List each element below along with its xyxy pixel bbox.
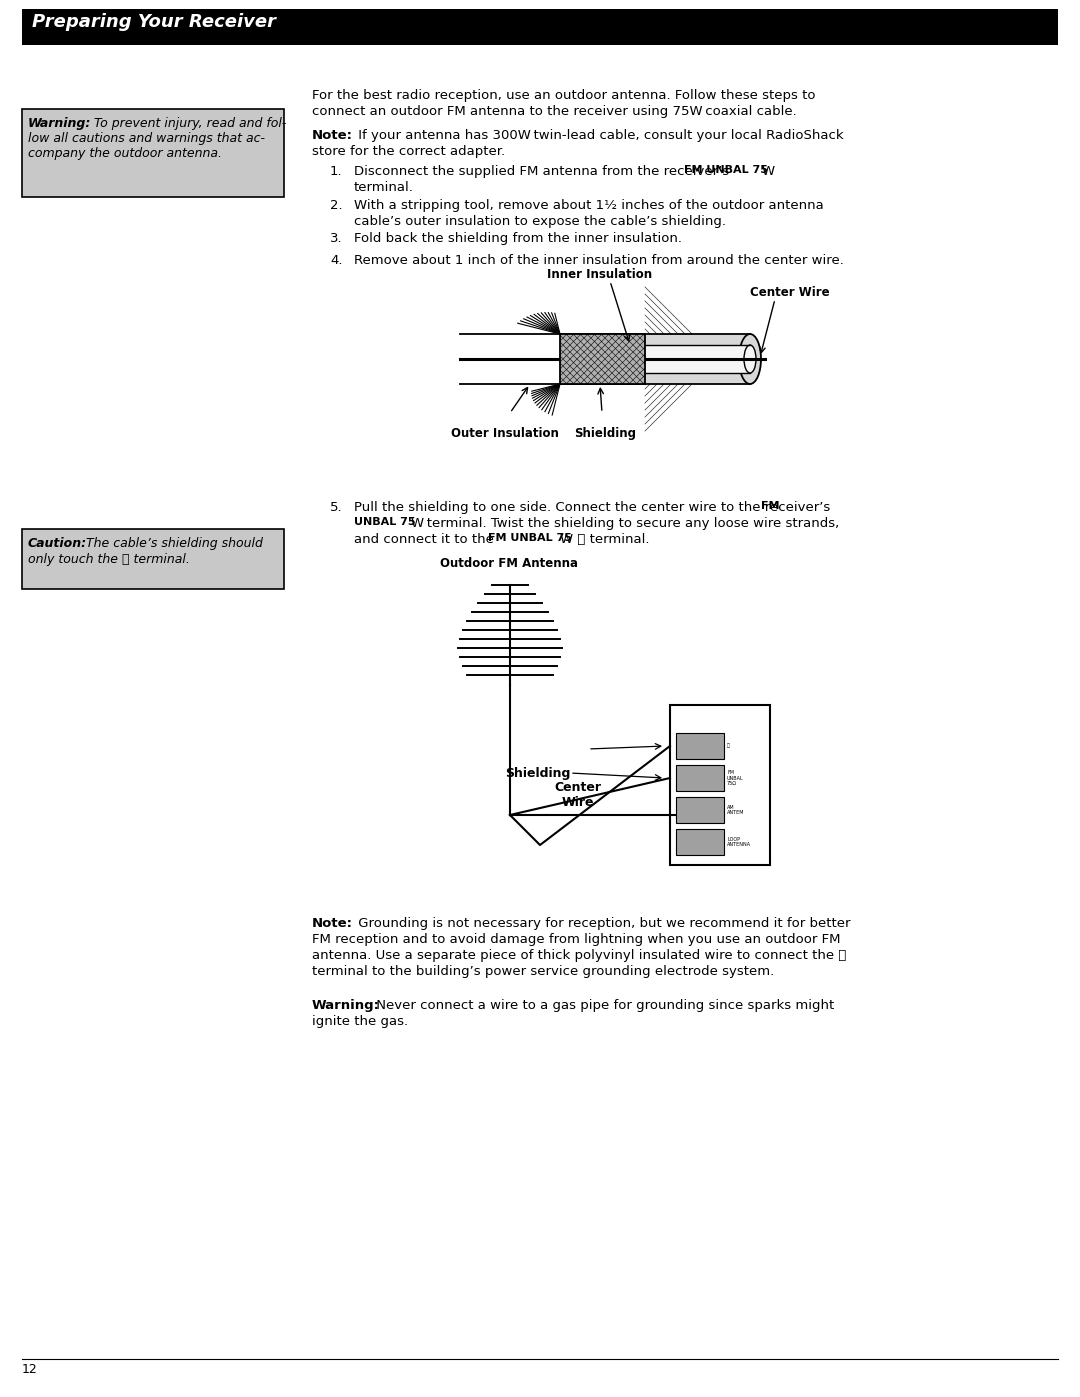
Text: To prevent injury, read and fol-: To prevent injury, read and fol- bbox=[90, 117, 286, 130]
Text: Outdoor FM Antenna: Outdoor FM Antenna bbox=[440, 557, 578, 570]
Text: UNBAL 75: UNBAL 75 bbox=[354, 517, 416, 527]
Text: For the best radio reception, use an outdoor antenna. Follow these steps to: For the best radio reception, use an out… bbox=[312, 89, 815, 102]
Text: 5.: 5. bbox=[330, 502, 342, 514]
Text: ⌵: ⌵ bbox=[727, 743, 730, 749]
FancyBboxPatch shape bbox=[22, 109, 284, 197]
Text: Note:: Note: bbox=[312, 129, 353, 142]
Bar bbox=[561, 334, 645, 384]
Text: store for the correct adapter.: store for the correct adapter. bbox=[312, 145, 505, 158]
FancyBboxPatch shape bbox=[22, 529, 284, 590]
Text: cable’s outer insulation to expose the cable’s shielding.: cable’s outer insulation to expose the c… bbox=[354, 215, 726, 228]
Text: low all cautions and warnings that ac-: low all cautions and warnings that ac- bbox=[28, 131, 265, 145]
Ellipse shape bbox=[739, 334, 761, 384]
Text: Outer Insulation: Outer Insulation bbox=[451, 427, 559, 440]
Text: Fold back the shielding from the inner insulation.: Fold back the shielding from the inner i… bbox=[354, 232, 681, 244]
Text: company the outdoor antenna.: company the outdoor antenna. bbox=[28, 147, 222, 161]
Bar bbox=[22, 8, 1058, 45]
Text: LOOP
ANTENNA: LOOP ANTENNA bbox=[727, 837, 751, 848]
Text: terminal to the building’s power service grounding electrode system.: terminal to the building’s power service… bbox=[312, 965, 774, 978]
Text: Shielding: Shielding bbox=[504, 767, 570, 780]
Text: only touch the ⌵ terminal.: only touch the ⌵ terminal. bbox=[28, 553, 190, 566]
Text: 12: 12 bbox=[22, 1363, 38, 1376]
Text: Preparing Your Receiver: Preparing Your Receiver bbox=[32, 13, 276, 31]
FancyBboxPatch shape bbox=[676, 733, 724, 759]
Text: Note:: Note: bbox=[312, 916, 353, 930]
Text: Center
Wire: Center Wire bbox=[554, 781, 602, 809]
Text: FM
UNBAL
75Ω: FM UNBAL 75Ω bbox=[727, 770, 744, 787]
Text: Warning:: Warning: bbox=[28, 117, 92, 130]
FancyBboxPatch shape bbox=[676, 798, 724, 823]
Text: FM UNBAL 75: FM UNBAL 75 bbox=[488, 534, 572, 543]
Text: FM reception and to avoid damage from lightning when you use an outdoor FM: FM reception and to avoid damage from li… bbox=[312, 933, 840, 946]
Text: W terminal. Twist the shielding to secure any loose wire strands,: W terminal. Twist the shielding to secur… bbox=[411, 517, 839, 529]
Text: Remove about 1 inch of the inner insulation from around the center wire.: Remove about 1 inch of the inner insulat… bbox=[354, 254, 843, 267]
Text: Shielding: Shielding bbox=[573, 427, 636, 440]
FancyBboxPatch shape bbox=[676, 766, 724, 791]
Text: Center Wire: Center Wire bbox=[751, 286, 829, 299]
Text: Pull the shielding to one side. Connect the center wire to the receiver’s: Pull the shielding to one side. Connect … bbox=[354, 502, 835, 514]
Text: Grounding is not necessary for reception, but we recommend it for better: Grounding is not necessary for reception… bbox=[354, 916, 851, 930]
Text: 2.: 2. bbox=[330, 198, 342, 212]
Ellipse shape bbox=[744, 345, 756, 373]
Bar bbox=[561, 345, 750, 373]
Text: With a stripping tool, remove about 1½ inches of the outdoor antenna: With a stripping tool, remove about 1½ i… bbox=[354, 198, 824, 212]
Text: connect an outdoor FM antenna to the receiver using 75W coaxial cable.: connect an outdoor FM antenna to the rec… bbox=[312, 105, 797, 117]
Text: 3.: 3. bbox=[330, 232, 342, 244]
Text: Warning:: Warning: bbox=[312, 999, 380, 1011]
Text: ignite the gas.: ignite the gas. bbox=[312, 1016, 408, 1028]
Text: Never connect a wire to a gas pipe for grounding since sparks might: Never connect a wire to a gas pipe for g… bbox=[372, 999, 834, 1011]
Text: FM UNBAL 75: FM UNBAL 75 bbox=[684, 165, 768, 175]
Text: antenna. Use a separate piece of thick polyvinyl insulated wire to connect the ⌵: antenna. Use a separate piece of thick p… bbox=[312, 949, 847, 963]
Text: and connect it to the: and connect it to the bbox=[354, 534, 498, 546]
Text: If your antenna has 300W twin-lead cable, consult your local RadioShack: If your antenna has 300W twin-lead cable… bbox=[354, 129, 843, 142]
Text: W ⌵ terminal.: W ⌵ terminal. bbox=[561, 534, 649, 546]
Text: Disconnect the supplied FM antenna from the receiver’s: Disconnect the supplied FM antenna from … bbox=[354, 165, 733, 177]
Bar bbox=[561, 334, 750, 384]
FancyBboxPatch shape bbox=[676, 828, 724, 855]
FancyBboxPatch shape bbox=[670, 705, 770, 865]
Text: Caution:: Caution: bbox=[28, 536, 87, 550]
Text: FM: FM bbox=[761, 502, 780, 511]
Text: Inner Insulation: Inner Insulation bbox=[548, 268, 652, 281]
Text: 4.: 4. bbox=[330, 254, 342, 267]
Text: terminal.: terminal. bbox=[354, 182, 414, 194]
Text: 1.: 1. bbox=[330, 165, 342, 177]
Text: The cable’s shielding should: The cable’s shielding should bbox=[82, 536, 262, 550]
Text: W: W bbox=[762, 165, 775, 177]
Text: AM
ANTEM: AM ANTEM bbox=[727, 805, 744, 816]
